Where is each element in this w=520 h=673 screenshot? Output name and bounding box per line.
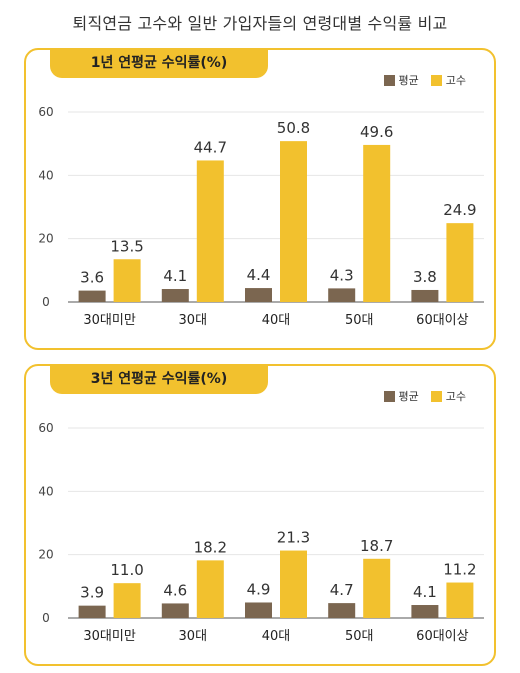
legend-swatch-average	[383, 390, 395, 402]
bar-chart-1year: 0 20 40 60 3.6 13.5 30대미만 4.1 44.7 30대 4.4 50.8 40대 4…	[38, 105, 484, 328]
y-tick-label: 60	[38, 105, 53, 119]
x-tick-label: 60대이상	[416, 313, 468, 328]
bar-expert	[363, 144, 391, 302]
data-label: 3.6	[80, 269, 104, 287]
data-label: 4.9	[247, 580, 271, 598]
bar-average	[328, 603, 356, 618]
data-label: 49.6	[360, 123, 393, 141]
x-tick-label: 60대이상	[416, 629, 468, 644]
x-tick-label: 30대미만	[83, 629, 135, 644]
bar-expert	[196, 160, 224, 302]
legend-item-average: 평균	[383, 72, 419, 88]
data-label: 4.4	[247, 266, 271, 284]
legend-item-expert: 고수	[430, 72, 466, 88]
bar-expert	[113, 583, 141, 618]
y-tick-label: 20	[38, 232, 53, 246]
legend-item-average: 평균	[383, 388, 419, 404]
data-label: 4.7	[330, 581, 354, 599]
x-tick-label: 30대	[179, 629, 208, 644]
legend-label-average: 평균	[398, 74, 419, 87]
x-tick-label: 50대	[345, 629, 374, 644]
bar-expert	[113, 259, 141, 302]
x-tick-label: 40대	[262, 313, 291, 328]
data-label: 3.8	[413, 268, 437, 286]
bar-average	[161, 289, 189, 302]
x-tick-label: 30대미만	[83, 313, 135, 328]
x-tick-label: 50대	[345, 313, 374, 328]
page-title: 퇴직연금 고수와 일반 가입자들의 연령대별 수익률 비교	[72, 14, 448, 33]
data-label: 18.7	[360, 537, 393, 555]
data-label: 21.3	[277, 529, 310, 547]
data-label: 11.0	[110, 561, 143, 579]
data-label: 4.1	[413, 583, 437, 601]
bar-chart-3year: 0 20 40 60 3.9 11.0 30대미만 4.6 18.2 30대 4.9 21.3 40대 4…	[38, 421, 484, 644]
bar-average	[328, 288, 356, 302]
data-label: 3.9	[80, 584, 104, 602]
bar-average	[245, 288, 272, 302]
legend-label-average: 평균	[398, 390, 419, 403]
chart-panel-1year: 1년 연평균 수익률(%) 평균 고수 0 20 40 60 3.6 13.5 30대미만 4…	[24, 48, 496, 350]
y-tick-label: 40	[38, 484, 53, 498]
legend-label-expert: 고수	[445, 390, 466, 403]
bar-expert	[280, 141, 307, 302]
legend-swatch-average	[383, 74, 395, 86]
data-label: 4.6	[163, 581, 187, 599]
data-label: 11.2	[443, 561, 476, 579]
bar-expert	[363, 558, 391, 618]
data-label: 44.7	[194, 138, 227, 156]
bar-expert	[196, 560, 224, 618]
y-tick-label: 0	[42, 295, 50, 309]
x-tick-label: 30대	[179, 313, 208, 328]
x-tick-label: 40대	[262, 629, 291, 644]
data-label: 50.8	[277, 119, 310, 137]
chart-title-1year: 1년 연평균 수익률(%)	[50, 48, 268, 78]
legend-item-expert: 고수	[430, 388, 466, 404]
bar-average	[411, 605, 439, 618]
data-label: 4.3	[330, 266, 354, 284]
bar-average	[161, 603, 189, 618]
y-tick-label: 20	[38, 548, 53, 562]
chart-title-3year: 3년 연평균 수익률(%)	[50, 364, 268, 394]
y-tick-label: 0	[42, 611, 50, 625]
bar-average	[411, 289, 439, 302]
y-tick-label: 60	[38, 421, 53, 435]
chart-panel-3year: 3년 연평균 수익률(%) 평균 고수 0 20 40 60 3.9 11.0 30대미만 4…	[24, 364, 496, 666]
legend-3year: 평균 고수	[378, 388, 466, 404]
bar-expert	[446, 582, 474, 618]
legend-1year: 평균 고수	[378, 72, 466, 88]
data-label: 4.1	[163, 267, 187, 285]
bar-average	[78, 290, 106, 302]
bar-average	[245, 602, 272, 618]
data-label: 13.5	[110, 237, 143, 255]
bar-average	[78, 605, 106, 618]
bar-expert	[280, 550, 307, 618]
data-label: 18.2	[194, 538, 227, 556]
legend-swatch-expert	[430, 74, 442, 86]
legend-label-expert: 고수	[445, 74, 466, 87]
data-label: 24.9	[443, 201, 476, 219]
legend-swatch-expert	[430, 390, 442, 402]
bar-expert	[446, 223, 474, 302]
y-tick-label: 40	[38, 168, 53, 182]
